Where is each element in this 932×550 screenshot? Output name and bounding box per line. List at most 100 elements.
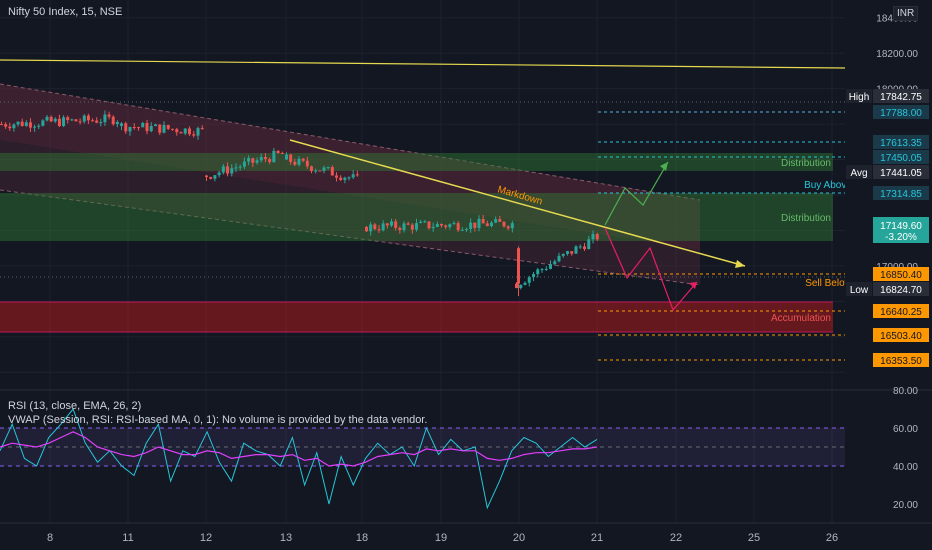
candle-body: [473, 222, 477, 228]
candle-body: [326, 167, 330, 169]
candle-body: [171, 128, 174, 130]
projection-down-head: [689, 282, 697, 289]
currency-badge[interactable]: INR: [893, 6, 919, 21]
last-price-change: -3.20%: [885, 232, 917, 243]
channel-lower-band: [0, 140, 700, 285]
level-value-text: 17842.75: [880, 92, 922, 103]
level-name-text: Avg: [850, 168, 867, 179]
candle-body: [373, 224, 377, 230]
rsi-tick-label: 80.00: [893, 386, 918, 397]
pivot-value-tag: [873, 150, 929, 164]
candle-body: [578, 246, 582, 248]
candle-body: [540, 269, 544, 271]
candle-body: [595, 234, 599, 240]
candle-body: [587, 239, 591, 250]
candle-body: [355, 174, 359, 176]
level-name-text: Low: [850, 285, 869, 296]
time-tick-label: 26: [826, 532, 838, 544]
candle-body: [498, 219, 502, 222]
candle-body: [49, 116, 53, 122]
candle-body: [561, 253, 565, 256]
candle-body: [515, 283, 518, 289]
candle-body: [490, 222, 493, 227]
candle-body: [385, 223, 389, 226]
candle-body: [440, 224, 443, 226]
pivot-value-text: 16503.40: [880, 331, 922, 342]
candle-body: [20, 121, 24, 126]
candle-body: [377, 229, 381, 231]
candle-body: [301, 158, 305, 161]
pivot-value-text: 17314.85: [880, 189, 922, 200]
candle-body: [149, 126, 153, 132]
candle-body: [175, 129, 179, 133]
level-value-text: 16824.70: [880, 285, 922, 296]
candle-body: [402, 223, 406, 231]
candle-body: [192, 134, 196, 136]
candle-body: [132, 127, 136, 129]
candle-body: [570, 251, 574, 254]
candle-body: [536, 269, 540, 275]
candle-body: [82, 115, 86, 122]
candle-body: [390, 221, 393, 226]
candle-body: [28, 122, 32, 128]
long-trendline: [0, 59, 846, 69]
candle-body: [263, 157, 267, 160]
candle-body: [285, 154, 288, 160]
candle-body: [111, 116, 115, 125]
candle-body: [523, 282, 527, 285]
pivot-value-text: 17788.00: [880, 108, 922, 119]
pivot-value-tag: [873, 186, 929, 200]
candle-body: [255, 160, 259, 163]
level-name-text: High: [849, 92, 870, 103]
candle-body: [544, 268, 548, 270]
candle-body: [297, 158, 301, 165]
candle-body: [221, 166, 225, 173]
candle-body: [574, 246, 578, 254]
candle-body: [99, 122, 103, 124]
candle-body: [242, 161, 246, 167]
candle-body: [91, 120, 95, 122]
candle-body: [398, 227, 402, 231]
candle-body: [435, 224, 439, 227]
candle-body: [444, 225, 448, 228]
candle-body: [217, 172, 221, 176]
level-value-tag: [873, 282, 929, 296]
candle-body: [107, 114, 111, 117]
candle-body: [205, 175, 208, 177]
zone-label: Accumulation: [771, 313, 831, 324]
candle-body: [78, 121, 82, 123]
candle-body: [322, 167, 326, 171]
candle-body: [45, 116, 49, 121]
candle-body: [70, 119, 74, 121]
pivot-value-text: 16353.50: [880, 356, 922, 367]
candle-body: [120, 123, 123, 126]
candle-body: [583, 246, 586, 250]
candle-body: [456, 223, 460, 231]
candle-body: [251, 158, 255, 163]
candle-body: [259, 157, 263, 161]
candle-body: [335, 175, 338, 178]
candle-body: [154, 124, 157, 127]
projection-up-arrow: [604, 161, 669, 226]
candle-body: [427, 221, 431, 229]
markdown-arrowhead: [735, 260, 745, 268]
candle-body: [33, 126, 37, 128]
level-name-tag: [846, 282, 872, 296]
candle-body: [477, 218, 481, 228]
level-name-tag: [846, 165, 872, 179]
chart-title: Nifty 50 Index, 15, NSE: [8, 6, 123, 18]
zone-label: Distribution: [781, 158, 831, 169]
candle-body: [141, 122, 145, 128]
candle-body: [343, 177, 347, 180]
candle-body: [494, 219, 498, 223]
candle-body: [305, 160, 309, 167]
pivot-value-tag: [873, 353, 929, 367]
rsi-tick-label: 40.00: [893, 462, 918, 473]
candle-body: [62, 117, 66, 126]
candle-body: [406, 223, 410, 225]
candle-body: [347, 177, 351, 179]
candle-body: [339, 177, 343, 180]
candle-body: [381, 223, 385, 231]
